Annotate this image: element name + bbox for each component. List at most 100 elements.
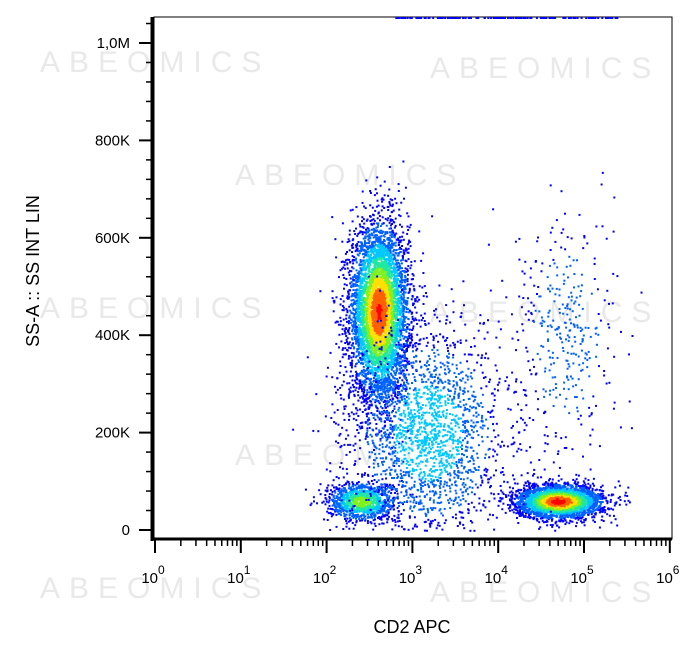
event-point bbox=[367, 255, 370, 258]
event-point bbox=[387, 375, 390, 378]
event-point bbox=[365, 219, 368, 222]
event-point bbox=[379, 368, 381, 371]
event-point bbox=[376, 312, 379, 315]
event-point bbox=[346, 258, 349, 261]
event-point bbox=[370, 307, 373, 310]
event-point bbox=[358, 303, 361, 306]
event-point bbox=[339, 323, 342, 326]
event-point bbox=[382, 240, 384, 243]
event-point bbox=[406, 232, 409, 235]
event-point bbox=[394, 358, 397, 361]
event-point bbox=[388, 336, 391, 339]
event-point bbox=[364, 328, 367, 331]
event-point bbox=[393, 357, 396, 360]
event-point bbox=[382, 296, 385, 299]
event-point bbox=[380, 413, 383, 416]
event-point bbox=[407, 251, 410, 254]
event-point bbox=[382, 266, 385, 269]
event-point bbox=[351, 359, 354, 362]
event-point bbox=[348, 388, 351, 391]
event-point bbox=[357, 337, 360, 340]
event-point bbox=[412, 325, 415, 328]
event-point bbox=[388, 267, 391, 270]
event-point bbox=[393, 294, 396, 297]
event-point bbox=[365, 290, 368, 293]
event-point bbox=[362, 226, 365, 229]
event-point bbox=[378, 281, 380, 284]
event-point bbox=[376, 357, 379, 360]
event-point bbox=[368, 379, 371, 382]
event-point bbox=[378, 402, 381, 405]
event-point bbox=[347, 395, 350, 398]
event-point bbox=[346, 295, 349, 298]
event-point bbox=[359, 382, 362, 385]
event-point bbox=[342, 412, 345, 415]
event-point bbox=[398, 327, 401, 330]
event-point bbox=[381, 200, 384, 203]
event-point bbox=[390, 372, 392, 375]
event-point bbox=[393, 249, 395, 252]
event-point bbox=[385, 276, 388, 279]
event-point bbox=[356, 329, 359, 332]
event-point bbox=[391, 436, 394, 439]
event-point bbox=[400, 304, 403, 307]
event-point bbox=[402, 327, 405, 330]
event-point bbox=[378, 258, 381, 261]
event-point bbox=[381, 300, 384, 303]
event-point bbox=[389, 245, 392, 248]
event-point bbox=[382, 284, 385, 287]
event-point bbox=[370, 268, 373, 271]
event-point bbox=[406, 302, 409, 305]
event-point bbox=[392, 289, 395, 292]
event-point bbox=[373, 259, 376, 262]
event-point bbox=[368, 356, 371, 359]
event-point bbox=[384, 319, 387, 322]
event-point bbox=[371, 249, 374, 252]
event-point bbox=[375, 406, 378, 409]
event-point bbox=[387, 247, 390, 250]
event-point bbox=[366, 419, 369, 422]
event-point bbox=[367, 361, 370, 364]
event-point bbox=[387, 239, 390, 241]
event-point bbox=[373, 355, 376, 358]
event-point bbox=[374, 349, 377, 352]
event-point bbox=[356, 244, 358, 247]
event-point bbox=[355, 308, 358, 311]
event-point bbox=[359, 280, 362, 283]
event-point bbox=[378, 246, 381, 249]
event-point bbox=[361, 216, 364, 219]
event-point bbox=[393, 242, 396, 245]
event-point bbox=[398, 274, 401, 277]
event-point bbox=[386, 414, 388, 417]
event-point bbox=[351, 293, 354, 296]
event-point bbox=[360, 273, 363, 276]
event-point bbox=[340, 397, 343, 400]
event-point bbox=[373, 326, 376, 329]
event-point bbox=[355, 257, 357, 260]
event-point bbox=[337, 323, 340, 326]
event-point bbox=[331, 403, 334, 406]
event-point bbox=[371, 388, 374, 391]
event-point bbox=[368, 264, 371, 267]
event-point bbox=[387, 272, 390, 275]
event-point bbox=[347, 331, 350, 334]
event-point bbox=[366, 265, 369, 268]
event-point bbox=[405, 336, 407, 339]
event-point bbox=[362, 392, 365, 395]
event-point bbox=[374, 338, 377, 341]
event-point bbox=[374, 401, 377, 404]
event-point bbox=[383, 242, 386, 245]
event-point bbox=[398, 272, 401, 275]
event-point bbox=[374, 249, 377, 252]
event-point bbox=[383, 343, 386, 346]
event-point bbox=[355, 355, 358, 358]
event-point bbox=[388, 280, 391, 283]
event-point bbox=[414, 342, 416, 345]
event-point bbox=[406, 338, 409, 340]
event-point bbox=[381, 311, 384, 314]
event-point bbox=[386, 267, 388, 270]
event-point bbox=[397, 241, 400, 244]
event-point bbox=[390, 321, 392, 324]
event-point bbox=[356, 242, 359, 245]
event-point bbox=[348, 415, 351, 418]
